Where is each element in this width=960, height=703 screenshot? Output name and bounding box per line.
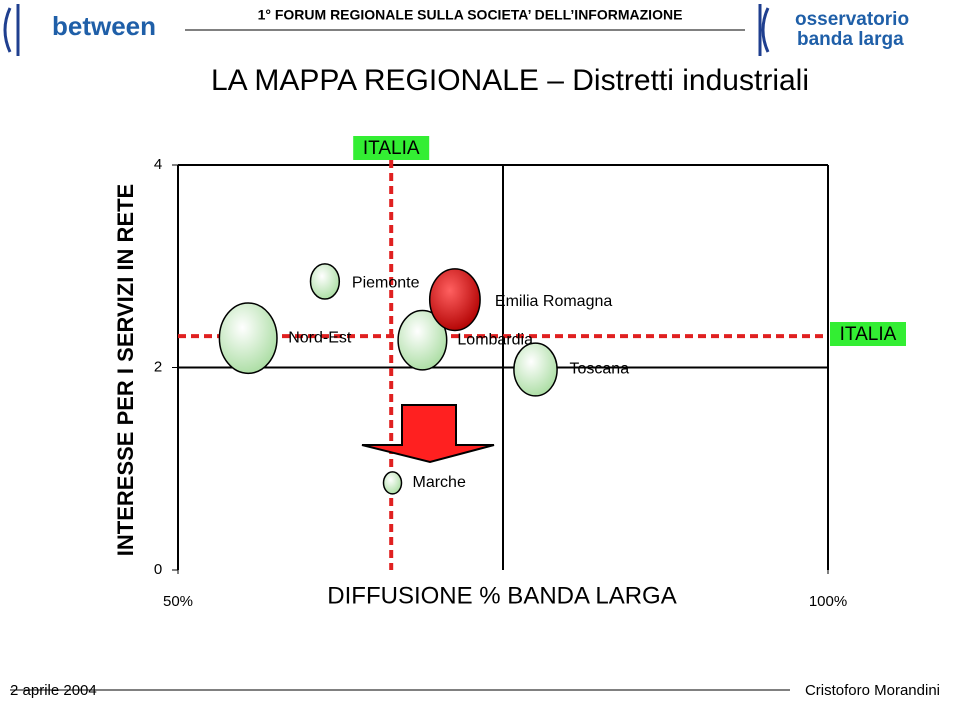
bubble — [309, 263, 341, 300]
logo-left: between — [52, 11, 156, 41]
forum-title: 1° FORUM REGIONALE SULLA SOCIETA’ DELL’I… — [258, 7, 683, 23]
bubble-label: Nord-Est — [288, 329, 352, 346]
logo-right: osservatorio — [795, 9, 909, 30]
arrow — [361, 404, 495, 464]
reference-label: ITALIA — [840, 324, 897, 345]
bubble-label: Piemonte — [352, 275, 420, 292]
footer-author: Cristoforo Morandini — [805, 682, 940, 699]
y-axis-title: INTERESSE PER I SERVIZI IN RETE — [113, 184, 138, 556]
bubble-label: Emilia Romagna — [495, 293, 612, 310]
bubble-label: Lombardia — [457, 331, 533, 348]
bubble — [218, 302, 278, 375]
bubble — [382, 471, 403, 495]
bubble-label: Marche — [413, 474, 466, 491]
reference-label: ITALIA — [363, 138, 420, 159]
reference-label-bg — [830, 322, 906, 346]
logo-right: banda larga — [797, 29, 904, 50]
y-tick-label: 4 — [154, 156, 162, 173]
x-axis-title: DIFFUSIONE % BANDA LARGA — [327, 582, 676, 609]
bubble-label: Toscana — [570, 361, 630, 378]
x-tick-label: 50% — [163, 593, 193, 610]
y-tick-label: 2 — [154, 358, 162, 375]
footer-date: 2 aprile 2004 — [10, 682, 97, 699]
reference-label-bg — [353, 136, 430, 160]
logo-mark — [758, 4, 770, 56]
bubble — [397, 309, 448, 371]
slide-title: LA MAPPA REGIONALE – Distretti industria… — [211, 64, 809, 97]
plot: 0 2 4 50% 100% ITALIA ITALIA Nord-Est Piemonte Lo… — [154, 136, 906, 610]
bubble — [513, 342, 558, 397]
x-tick-label: 100% — [809, 593, 847, 610]
bubble — [428, 268, 481, 332]
logo-mark — [3, 4, 20, 56]
y-tick-label: 0 — [154, 561, 162, 578]
